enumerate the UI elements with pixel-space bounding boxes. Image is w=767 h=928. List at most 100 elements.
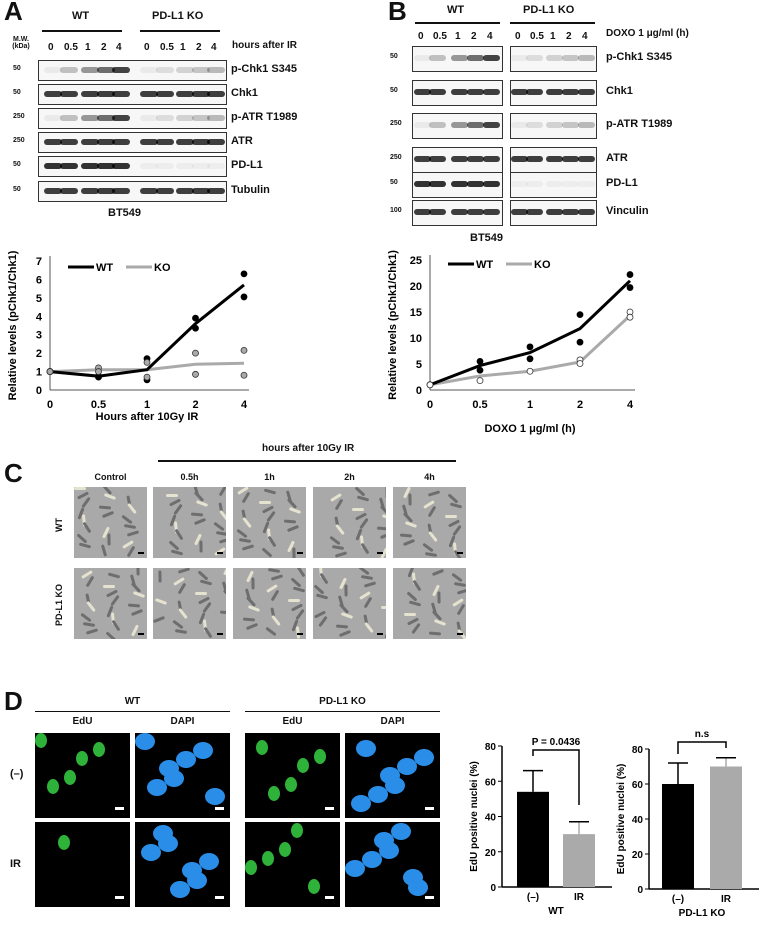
blot-band [578,122,595,128]
cell [80,612,92,623]
cell [360,574,374,581]
blot-band [414,89,431,95]
cell [379,531,386,540]
panel-a-cell-line: BT549 [108,207,142,219]
blot-band [156,114,174,121]
x-tick-label: 2 [192,399,198,411]
blot-row-label: Chk1 [231,86,258,99]
lane-label: 0 [48,42,54,53]
blot-strip [38,132,227,153]
nucleus [351,795,371,812]
lane-label: 1 [85,42,91,53]
scale-bar [377,633,383,635]
cell [85,628,99,635]
data-point-ko [143,373,151,381]
nucleus [64,770,76,785]
scale-bar [215,807,224,810]
data-point-ko [626,313,634,321]
lane-label: 0 [515,31,521,42]
blot-band [140,114,158,121]
nucleus [159,760,179,777]
x-tick-label: 1 [527,399,533,411]
blot-band [562,122,579,128]
nucleus [58,835,70,850]
blot-band [511,89,528,95]
blot-band [156,187,174,194]
mw-marker: 50 [390,179,398,186]
scale-bar [115,896,124,899]
cell [344,584,348,597]
lane-label: 0.5 [64,42,78,53]
blot-band [81,138,99,145]
panel-a-group-wt: WT [72,10,90,22]
blot-band [44,162,62,169]
y-tick-label: 2 [36,348,42,360]
blot-band [467,55,484,61]
blot-band [467,122,484,128]
cell [451,572,463,583]
cell [363,581,377,588]
cell [105,631,117,639]
data-point-wt [526,355,534,363]
series-line-wt [429,279,632,387]
nucleus [380,767,400,784]
cell [172,619,184,630]
bar-1 [710,766,742,889]
data-point-ko [192,349,199,357]
lane-label: 4 [582,31,588,42]
blot-band [176,66,194,73]
data-point-ko [476,377,484,385]
cell [170,549,184,556]
blot-band [562,181,579,187]
cell [215,530,226,537]
blot-band [192,138,210,145]
blot-band [562,89,579,95]
cell [428,631,442,636]
column-label: 4h [424,472,435,482]
data-point-wt [626,271,634,278]
significance-bracket [677,741,727,754]
row-label: PD-L1 KO [54,583,64,626]
lane-label: 0 [418,31,424,42]
cell [213,521,225,532]
cell [422,542,434,553]
cell [411,622,421,635]
panel-d-bar-chart-ko: 0 20 40 60 80 (–) IR n.s PD-L1 KO EdU positive nu… [616,729,759,919]
scale-bar [138,552,144,554]
blot-band [207,138,225,145]
blot-row-label: Chk1 [606,85,633,97]
channel-label: DAPI [380,716,405,727]
blot-band [414,55,431,61]
nucleus [391,823,411,840]
nucleus [356,740,376,757]
blot-band [429,89,446,95]
data-point-wt [626,284,634,291]
dapi-image [345,822,440,907]
cell [270,589,280,602]
blot-band [176,138,194,145]
cell [288,507,302,514]
panel-a-lane-title: hours after IR [232,40,298,51]
blot-band [451,209,468,215]
panel-b-lane-title: DOXO 1 μg/ml (h) [606,28,689,39]
legend-label-wt: WT [96,262,113,274]
blot-band [112,162,130,169]
blot-band [467,89,484,95]
lane-label: 4 [487,31,493,42]
cell [177,582,187,595]
blot-band [207,162,225,169]
cell [399,533,413,538]
cell [408,600,422,607]
mw-marker: 100 [390,207,402,214]
blot-band [467,156,484,162]
y-tick-label: 0 [416,385,422,397]
panel-b-wt-line [415,22,500,24]
blot-band [526,156,543,162]
lane-label: 0.5 [433,31,447,42]
scale-bar [138,633,144,635]
nucleus [374,832,394,849]
cell [126,530,140,537]
scale-bar [325,896,334,899]
panel-c-label: C [4,458,23,488]
y-tick-label: 6 [36,274,42,286]
